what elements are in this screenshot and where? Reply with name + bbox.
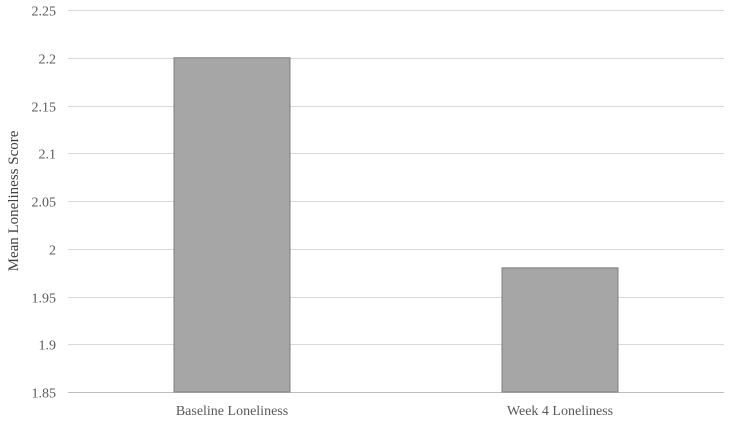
bar-baseline-loneliness — [173, 57, 291, 393]
x-category-labels: Baseline Loneliness Week 4 Loneliness — [176, 404, 613, 419]
y-axis-title: Mean Loneliness Score — [6, 130, 22, 271]
y-tick-label: 2.05 — [32, 196, 57, 211]
y-tick-label: 2.2 — [39, 53, 57, 68]
gridlines — [68, 10, 724, 393]
y-tick-labels: 1.85 1.9 1.95 2 2.05 2.1 2.15 2.2 2.25 — [32, 5, 57, 402]
bars — [173, 57, 619, 393]
y-tick-label: 1.95 — [32, 292, 57, 307]
bar-week-4-loneliness — [501, 267, 619, 393]
x-category-label: Week 4 Loneliness — [507, 404, 613, 419]
y-tick-label: 2 — [49, 244, 56, 259]
y-tick-label: 2.25 — [32, 5, 57, 20]
x-category-label: Baseline Loneliness — [176, 404, 288, 419]
y-tick-label: 2.1 — [39, 148, 57, 163]
y-tick-label: 1.85 — [32, 387, 57, 402]
y-tick-label: 2.15 — [32, 101, 57, 116]
y-tick-label: 1.9 — [39, 339, 57, 354]
